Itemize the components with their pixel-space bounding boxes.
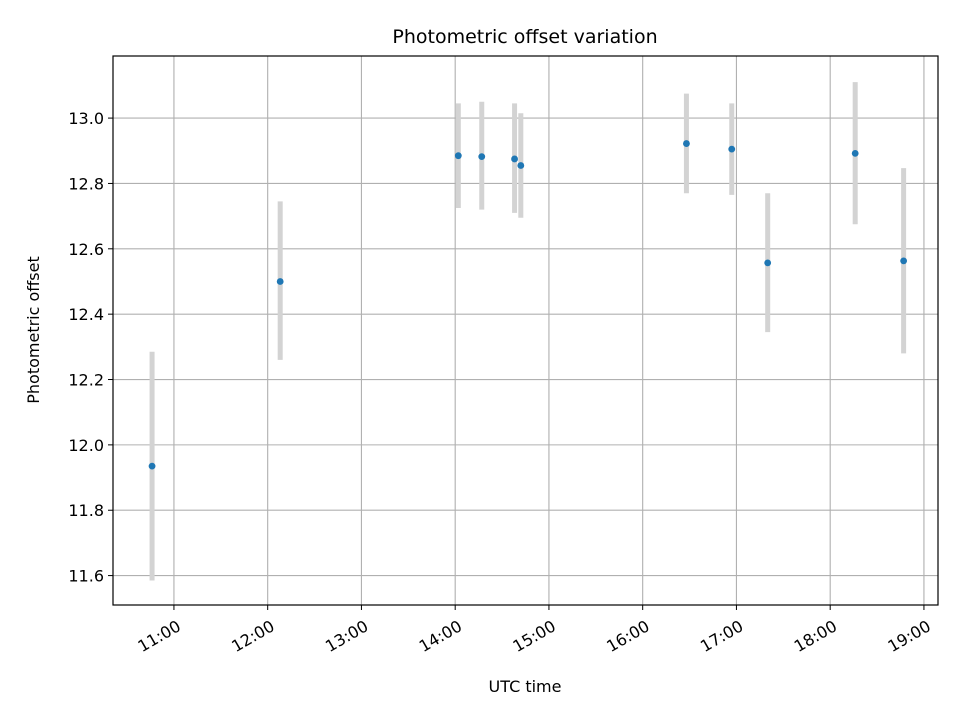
data-points [148, 140, 908, 470]
y-tick-label: 12.0 [68, 436, 104, 455]
data-point [900, 257, 908, 265]
y-tick-label: 12.8 [68, 174, 104, 193]
y-tick-label: 13.0 [68, 109, 104, 128]
data-point [764, 259, 772, 267]
data-point [478, 153, 486, 161]
plot-frame [112, 55, 939, 606]
data-point [454, 152, 462, 160]
y-axis-ticks: 11.6 11.8 12.0 12.2 12.4 12.6 12.8 13.0 [68, 109, 113, 586]
data-point [517, 162, 525, 169]
data-point [851, 149, 859, 157]
chart-title: Photometric offset variation [392, 26, 657, 48]
data-point [683, 140, 690, 147]
x-axis-label: UTC time [489, 677, 562, 696]
y-tick-label: 12.2 [68, 371, 104, 390]
y-tick-label: 11.8 [68, 501, 104, 520]
y-tick-label: 12.6 [68, 240, 104, 259]
y-tick-label: 11.6 [68, 567, 104, 586]
data-point [511, 155, 518, 163]
y-tick-label: 12.4 [68, 305, 104, 324]
y-axis-label: Photometric offset [24, 256, 43, 404]
data-point [148, 462, 156, 470]
grid [113, 56, 938, 605]
data-point [728, 145, 736, 153]
data-point [276, 278, 284, 285]
